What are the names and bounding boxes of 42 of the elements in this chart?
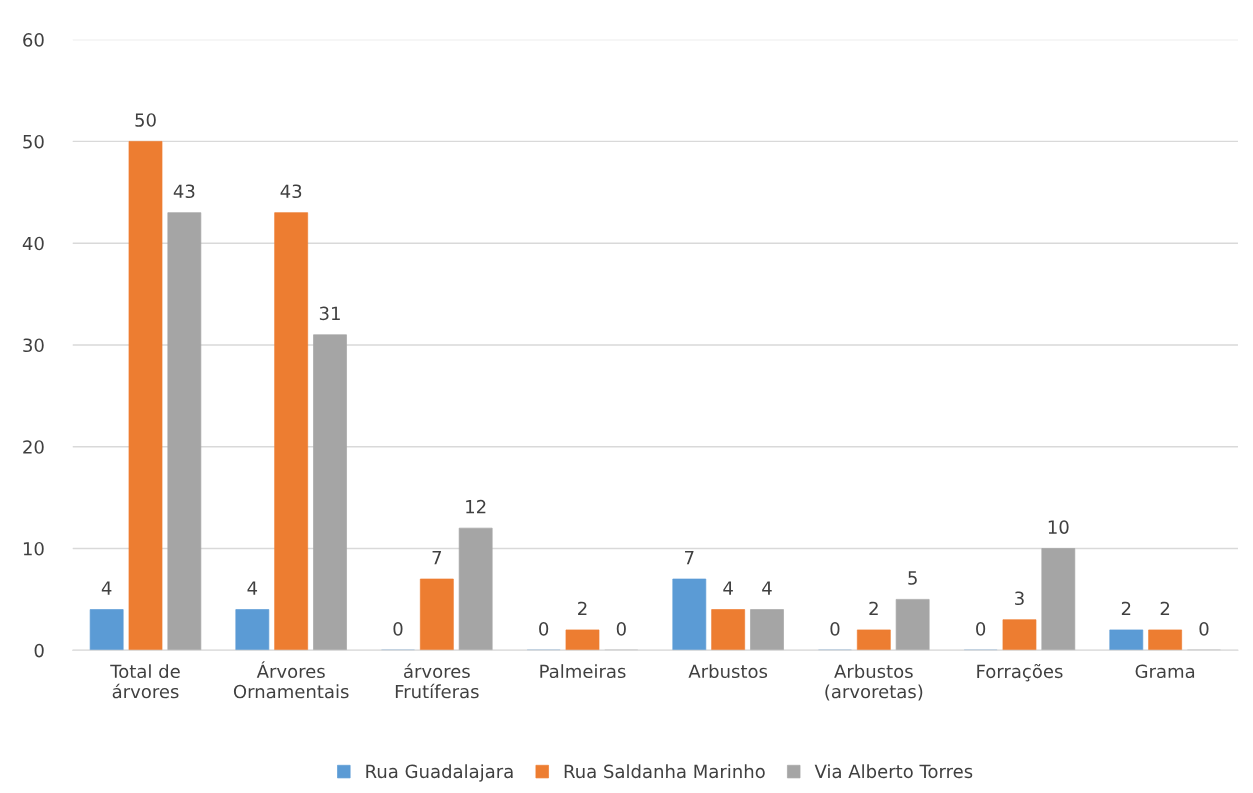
x-tick-label: Árvores Ornamentais [233,661,349,699]
y-tick-label: 20 [23,440,44,454]
data-label: 4 [762,581,772,595]
x-tick-label: Palmeiras [540,664,626,679]
data-label: 0 [976,621,986,636]
data-label: 2 [1121,601,1131,616]
data-label: 0 [1199,621,1209,636]
data-label: 4 [101,581,112,595]
data-label: 50 [135,113,156,127]
data-label: 7 [685,550,694,565]
legend-label: Rua Saldanha Marinho [564,764,765,779]
y-tick-label: 30 [23,338,44,353]
y-tick-label: 0 [34,643,44,658]
y-tick-label: 40 [22,236,44,251]
data-label: 2 [578,601,587,616]
data-label: 0 [830,621,840,636]
data-label: 7 [432,550,442,565]
y-tick-label: 60 [23,33,44,47]
x-tick-label: Forrações [977,663,1063,682]
data-label: 2 [869,601,878,616]
x-tick-label: Total de árvores [110,664,180,699]
data-label: 0 [539,621,549,636]
x-tick-label: árvores Frutíferas [395,663,479,699]
data-label: 10 [1048,520,1069,534]
data-label: 2 [1160,601,1170,616]
x-tick-label: Arbustos (arvoretas) [825,664,923,701]
data-label: 0 [616,621,626,636]
data-label: 31 [319,306,340,321]
data-label: 0 [393,621,403,636]
data-label: 5 [908,571,917,585]
x-tick-label: Grama [1135,664,1195,679]
data-label: 43 [280,184,302,199]
data-label: 4 [247,581,258,595]
x-tick-label: Arbustos [688,664,768,679]
legend-label: Rua Guadalajara [366,764,513,782]
data-label: 4 [723,581,733,595]
y-tick-label: 10 [23,541,44,556]
legend-label: Via Alberto Torres [814,764,973,779]
data-label: 12 [466,499,486,514]
data-label: 3 [1015,591,1024,606]
data-label: 43 [173,184,195,199]
y-tick-label: 50 [23,134,44,149]
